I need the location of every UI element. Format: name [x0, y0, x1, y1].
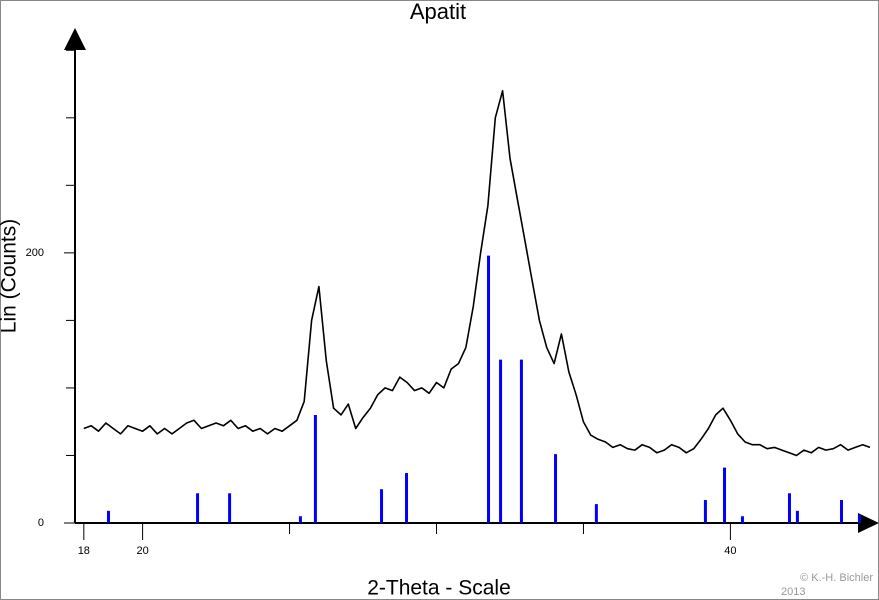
x-axis-arrow [858, 513, 879, 533]
y-tick-label: 200 [26, 247, 44, 259]
credit: 2013 [781, 586, 805, 598]
y-tick-label: 0 [38, 517, 44, 529]
pattern-line [83, 90, 871, 457]
y-axis-arrow [64, 28, 86, 50]
x-axis-label: 2-Theta - Scale [367, 577, 511, 600]
credit: © K.-H. Bichler [800, 572, 873, 584]
x-tick-label: 18 [78, 545, 90, 557]
chart-title: Apatit [410, 0, 466, 24]
x-tick-label: 20 [136, 545, 148, 557]
y-axis-label: Lin (Counts) [0, 219, 21, 333]
x-tick-label: 40 [724, 545, 736, 557]
